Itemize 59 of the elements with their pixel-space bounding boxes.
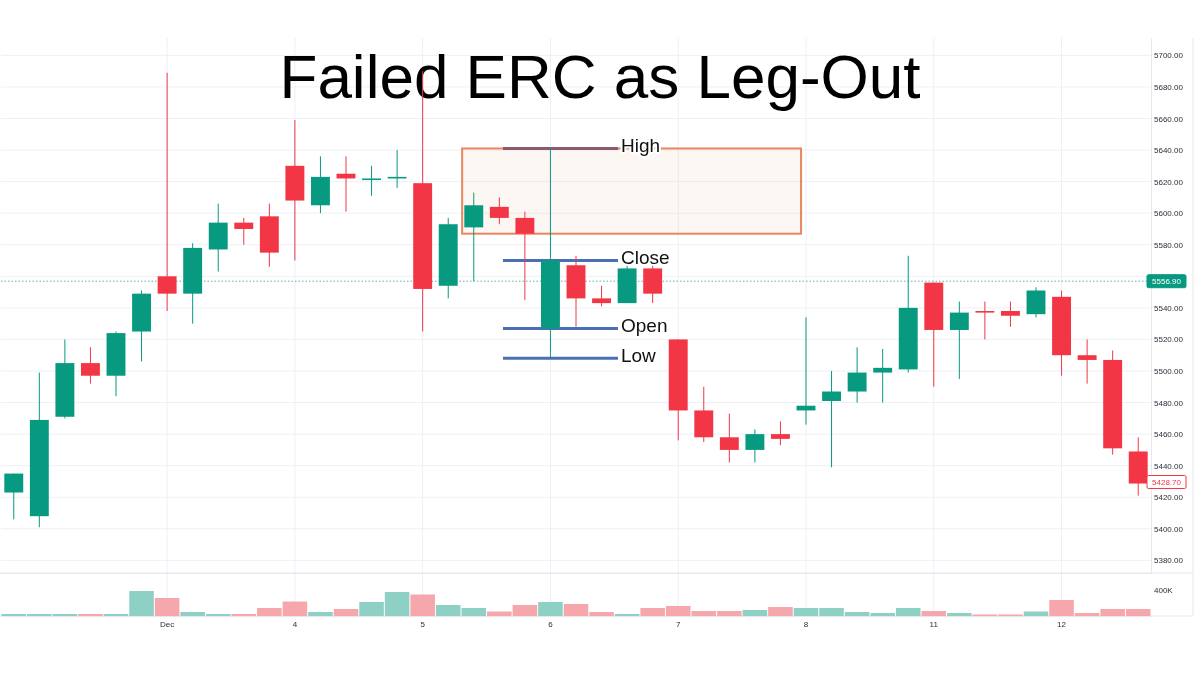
text: 400K [1154,585,1174,595]
bar [154,598,180,616]
bar [333,609,359,616]
y-tick-label: 5380.00 [1154,556,1184,566]
x-tick-label: 5 [420,619,426,629]
y-tick-label: 5580.00 [1154,240,1184,250]
y-tick-label: 5540.00 [1154,303,1184,313]
candlestick [234,217,254,246]
y-tick-label: 5440.00 [1154,461,1184,471]
ref-line-label: 5556.90 [1152,277,1182,286]
candlestick [1000,301,1020,328]
candlestick [515,211,535,301]
candlestick [745,428,765,464]
candlestick [4,473,24,520]
candlestick [949,301,969,380]
y-tick-label: 5640.00 [1154,146,1184,156]
bar [768,607,793,616]
annotation: 5428.70 [1152,477,1182,487]
bar [308,612,333,616]
y-tick-label: 5480.00 [1154,398,1184,408]
candlestick [822,370,842,468]
candlestick [464,192,484,282]
y-tick-label: 5660.00 [1154,114,1184,124]
candlestick [362,165,382,197]
bar [947,613,972,616]
y-tick-label: 5420.00 [1154,493,1184,503]
ref-line-label: Close [620,247,670,269]
bar [538,602,563,616]
x-tick-label: 11 [929,619,939,629]
x-tick-label: 4 [292,619,298,629]
candlestick [489,196,509,225]
x-tick-label: Dec [159,619,175,629]
candlestick [873,348,893,404]
y-tick-label: 5680.00 [1154,82,1184,92]
candlestick [1026,286,1046,318]
bar [742,610,768,616]
y-tick-label: 5600.00 [1154,209,1184,219]
chart-title: Failed ERC as Leg-Out [279,42,921,111]
x-tick-label: 8 [803,619,809,629]
bar [410,594,435,616]
candlestick [719,413,739,464]
ref-line-label: Low [620,345,657,367]
x-tick-label: 6 [548,619,554,629]
y-tick-label: 5620.00 [1154,177,1184,187]
candlestick [592,285,612,307]
candlestick [847,346,867,404]
ref-line-label: Open [620,315,668,337]
y-tick-label: 5460.00 [1154,430,1184,440]
y-tick-label: 5500.00 [1154,367,1184,377]
y-tick-label: 5700.00 [1154,51,1184,61]
candlestick [1077,338,1097,385]
bar [921,611,947,616]
y-tick-label: 5520.00 [1154,335,1184,345]
candlestick [975,301,995,340]
x-tick-label: 12 [1057,619,1067,629]
candlestick [770,421,790,446]
y-tick-label: 5400.00 [1154,524,1184,534]
x-tick-label: 7 [676,619,681,629]
candlestick [80,346,100,385]
